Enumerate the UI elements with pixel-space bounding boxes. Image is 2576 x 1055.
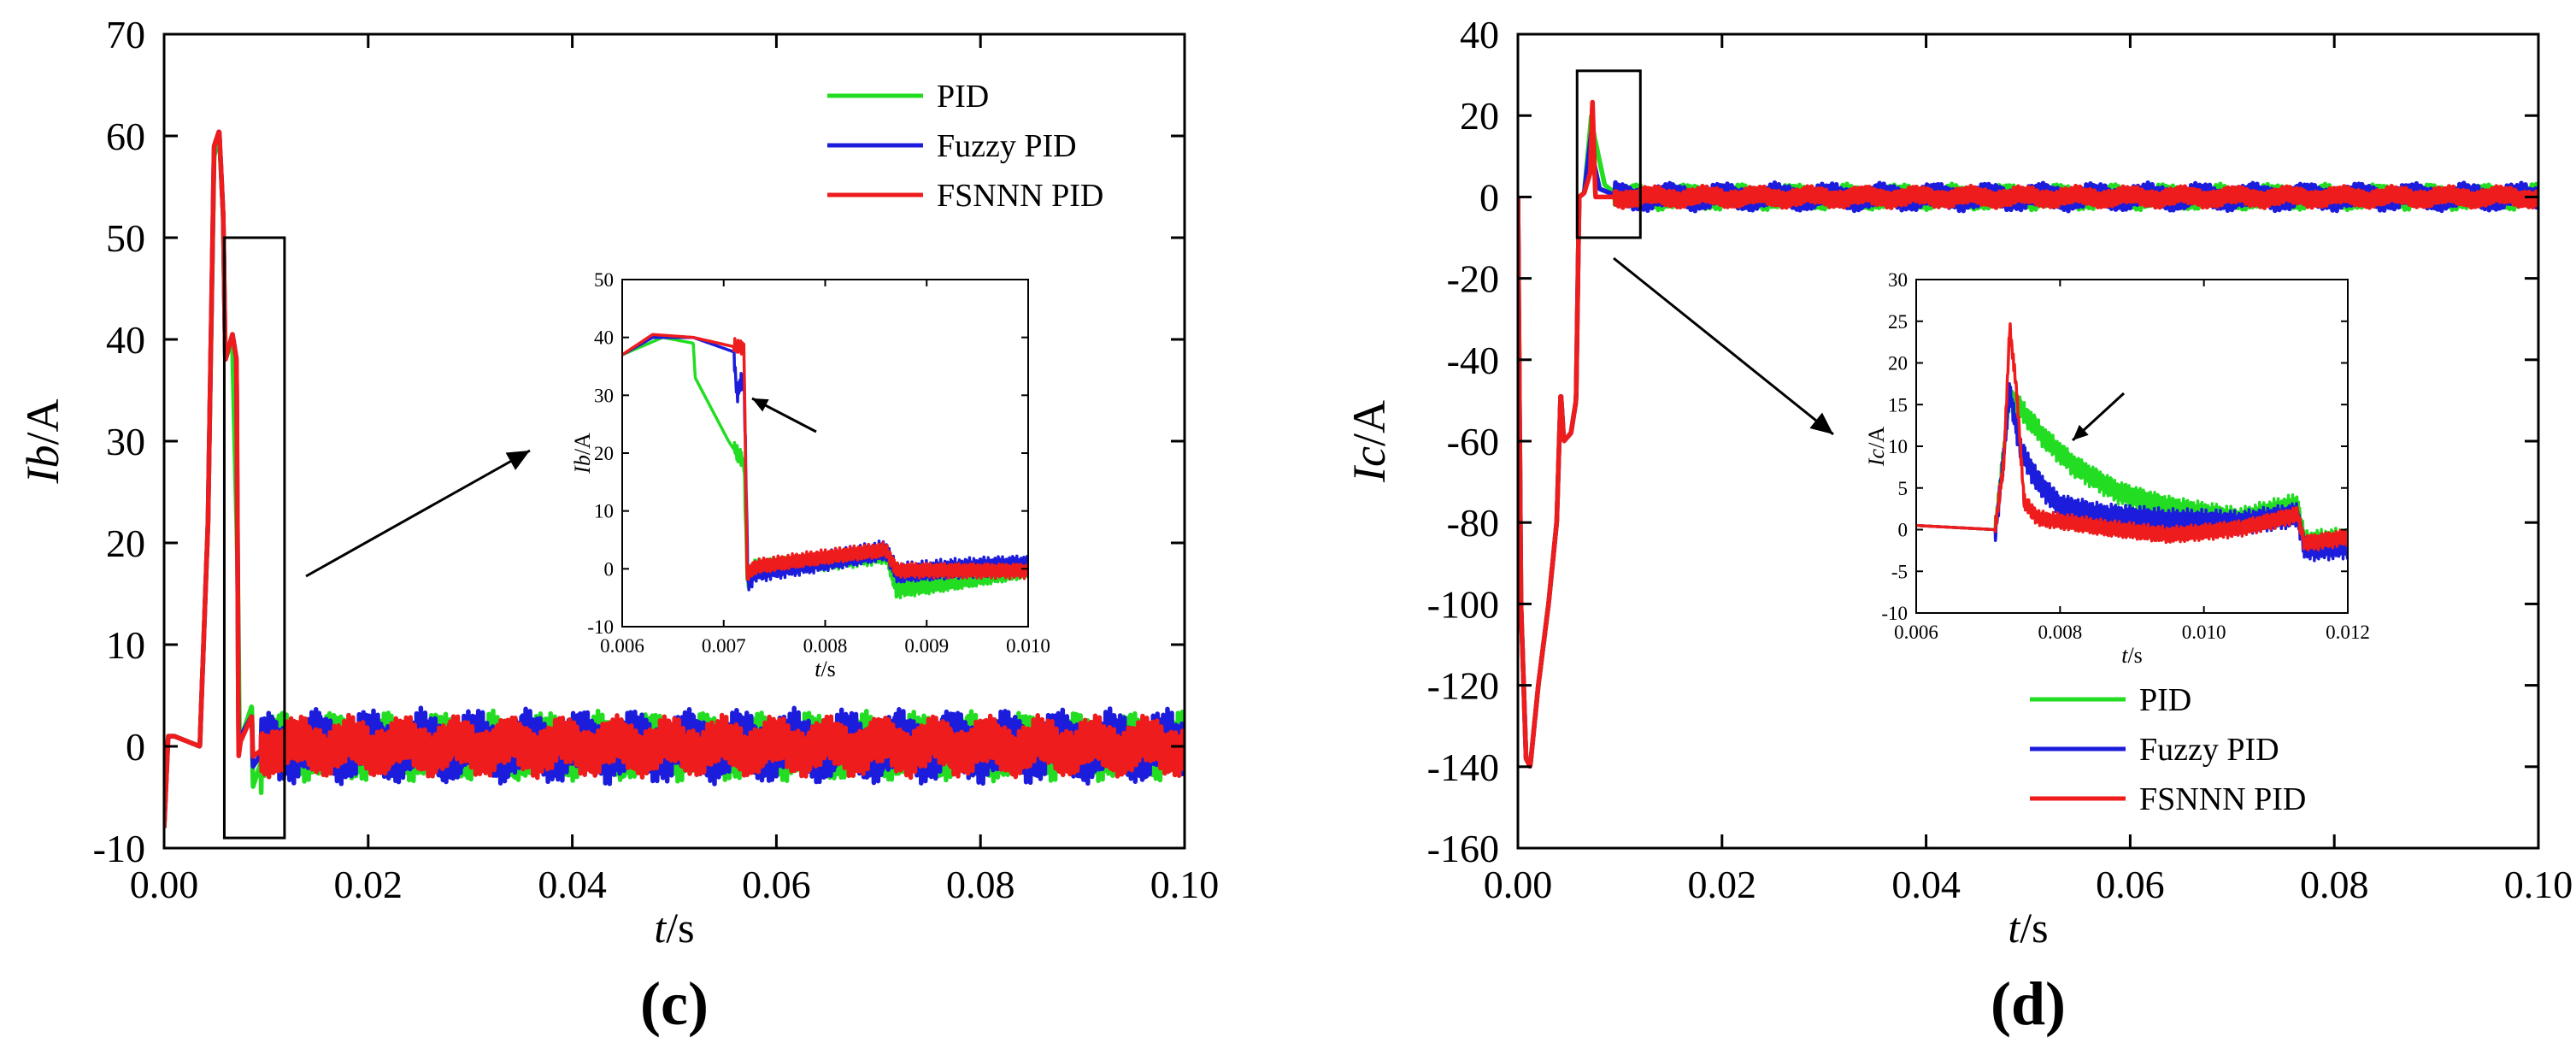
panel-d-inset-x-tick-label: 0.012 [2326, 622, 2370, 643]
panel-c-inset-x-tick-label: 0.009 [904, 635, 949, 657]
panel-c-inset-x-tick-label: 0.008 [803, 635, 848, 657]
panel-d-inset-y-axis-title: Ic/A [1864, 427, 1889, 467]
panel-c-y-tick-label: 30 [106, 420, 145, 463]
panel-d-inset-y-tick-label: 25 [1888, 311, 1908, 333]
panel-c-inset-x-axis-title: t/s [815, 657, 836, 681]
panel-c-y-tick-label: 50 [106, 216, 145, 260]
panel-c-inset-x-tick-label: 0.010 [1006, 635, 1050, 657]
panel-c-y-tick-label: 40 [106, 318, 145, 362]
panel-d-y-tick-label: 40 [1460, 13, 1499, 56]
panel-c-y-tick-label: -10 [93, 827, 145, 870]
panel-d-y-tick-label: -100 [1427, 582, 1499, 626]
panel-d-inset-y-tick-label: -10 [1881, 603, 1908, 624]
panel-d-y-tick-label: -40 [1447, 339, 1499, 382]
panel-d-inset-y-tick-label: 15 [1888, 394, 1908, 416]
panel-c-x-tick-label: 0.04 [538, 863, 607, 906]
panel-c-inset-x-tick-label: 0.006 [600, 635, 644, 657]
panel-d-legend-label: FSNNN PID [2139, 781, 2306, 817]
panel-c-y-tick-label: 10 [106, 623, 145, 667]
panel-d-x-tick-label: 0.00 [1484, 863, 1553, 906]
panel-d-y-tick-label: -140 [1427, 746, 1499, 789]
panel-d-inset-y-tick-label: -5 [1891, 561, 1908, 582]
panel-d-inset-background [1916, 280, 2348, 613]
panel-d-inset-series-fsnnn-pid [1916, 322, 2348, 552]
panel-c-y-tick-label: 60 [106, 115, 145, 158]
panel-c-x-tick-label: 0.08 [946, 863, 1015, 906]
panel-d-inset-y-tick-label: 30 [1888, 269, 1908, 291]
panel-d-label: (d) [1991, 970, 2066, 1038]
panel-d-zoom-box [1575, 69, 1642, 239]
panel-c: 0.00 0.02 0.04 0.06 0.08 0.10 -10 0 10 20 30 40 50 60… [17, 13, 1219, 1038]
panel-d-y-tick-label: -120 [1427, 664, 1499, 708]
panel-d-y-axis-title: Ic/A [1344, 400, 1395, 483]
panel-d-y-tick-label: 0 [1479, 175, 1499, 219]
panel-d-inset-y-tick-label: 20 [1888, 353, 1908, 374]
panel-d-inset-x-tick-label: 0.008 [2038, 622, 2082, 643]
panel-c-zoom-box [222, 236, 286, 840]
panel-c-inset-y-tick-label: 20 [594, 443, 614, 464]
panel-c-x-tick-label: 0.00 [130, 863, 199, 906]
panel-d-legend-label: Fuzzy PID [2139, 732, 2279, 768]
panel-d-y-tick-label: -160 [1427, 827, 1499, 870]
panel-c-inset-y-tick-label: 30 [594, 385, 614, 406]
panel-c-x-tick-label: 0.06 [742, 863, 811, 906]
panel-c-y-tick-label: 20 [106, 522, 145, 565]
panel-c-x-tick-label: 0.02 [334, 863, 403, 906]
panel-c-inset-x-tick-label: 0.007 [702, 635, 746, 657]
panel-d-x-tick-label: 0.04 [1891, 863, 1961, 906]
panel-c-inset-y-tick-label: 50 [594, 269, 614, 291]
panel-c-zoom-arrow-head [505, 451, 530, 470]
panel-c-series-fsnnn-pid [164, 129, 1185, 828]
panel-d-inset-arrow-head [2073, 424, 2089, 440]
panel-d-inset-y-tick-label: 5 [1898, 478, 1908, 499]
panel-c-inset-y-tick-label: 10 [594, 501, 614, 522]
panel-c-legend-label: Fuzzy PID [937, 128, 1077, 164]
panel-c-x-tick-label: 0.10 [1150, 863, 1220, 906]
panel-d-y-tick-label: -80 [1447, 501, 1499, 545]
panel-d-x-tick-label: 0.06 [2096, 863, 2165, 906]
panel-c-y-tick-label: 70 [106, 13, 145, 56]
panel-d-y-tick-label: 20 [1460, 94, 1499, 138]
panel-c-x-axis-title: t/s [654, 904, 694, 952]
panel-d-y-tick-label: -60 [1447, 420, 1499, 463]
panel-c-inset-y-tick-label: 0 [604, 558, 615, 580]
panel-c-label: (c) [640, 970, 709, 1038]
panel-c-inset-series-fsnnn-pid [622, 333, 1028, 581]
panel-c-inset-arrow-head [752, 398, 769, 412]
panel-c-zoom-arrow [305, 449, 531, 578]
panel-d-y-tick-label: -20 [1447, 257, 1499, 301]
panel-d-x-tick-label: 0.10 [2504, 863, 2573, 906]
panel-d-inset-x-axis-title: t/s [2121, 643, 2143, 668]
panel-d: 0.00 0.02 0.04 0.06 0.08 0.10-160-140-120-100… [1344, 13, 2573, 1038]
panel-d-inset-x-tick-label: 0.006 [1894, 622, 1938, 643]
panel-d-x-tick-label: 0.02 [1688, 863, 1757, 906]
panel-d-zoom-arrow-head [1809, 412, 1833, 434]
panel-c-y-tick-label: 0 [126, 725, 145, 769]
panel-c-inset-y-tick-label: -10 [587, 616, 614, 638]
panel-c-legend-label: PID [937, 79, 989, 115]
panel-d-inset-y-tick-label: 10 [1888, 436, 1908, 457]
panel-d-x-tick-label: 0.08 [2300, 863, 2369, 906]
panel-d-series-fsnnn-pid [1518, 99, 2538, 769]
panel-d-inset-x-tick-label: 0.010 [2182, 622, 2226, 643]
panel-d-zoom-arrow [1613, 256, 1834, 436]
panel-d-inset-y-tick-label: 0 [1898, 520, 1908, 541]
panel-d-x-axis-title: t/s [2008, 904, 2048, 952]
panel-c-legend-label: FSNNN PID [937, 178, 1103, 214]
panel-c-y-axis-title: Ib/A [17, 399, 68, 485]
panel-d-legend-label: PID [2139, 682, 2191, 718]
panel-c-inset-y-tick-label: 40 [594, 327, 614, 349]
panel-c-inset-y-axis-title: Ib/A [570, 433, 595, 474]
